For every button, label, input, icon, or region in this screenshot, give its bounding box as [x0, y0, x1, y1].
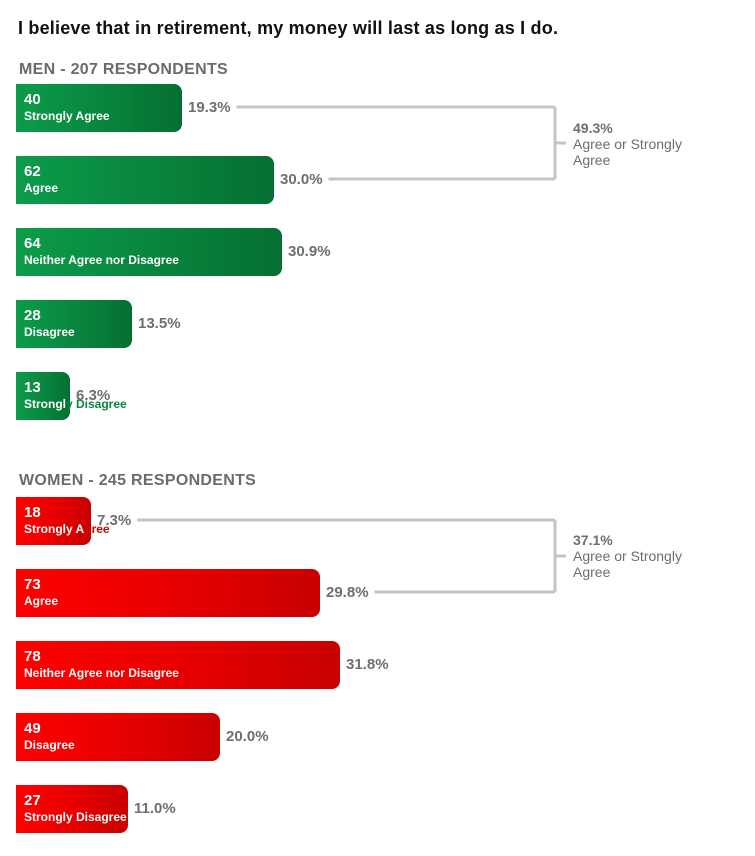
bar-count: 40: [24, 91, 41, 108]
pct-women-strongly-disagree: 11.0%: [134, 800, 176, 817]
bar-label: Strongly Disagree: [24, 397, 127, 411]
bar-count: 49: [24, 720, 41, 737]
bar-count: 27: [24, 792, 41, 809]
bar-women-strongly-agree: 18 Strongly Agree: [16, 497, 110, 545]
bar-label: Agree: [24, 181, 59, 195]
bar-men-strongly-agree: 40 Strongly Agree: [16, 84, 182, 132]
bar-label: Strongly Disagree: [24, 810, 127, 824]
bracket-text-women: Agree or Strongly Agree: [573, 548, 682, 580]
bar-label: Neither Agree nor Disagree: [24, 666, 179, 680]
pct-men-neither: 30.9%: [288, 243, 331, 260]
bar-women-disagree: 49 Disagree: [16, 713, 220, 761]
pct-men-disagree: 13.5%: [138, 315, 181, 332]
pct-women-disagree: 20.0%: [226, 728, 269, 745]
bar-count: 78: [24, 648, 41, 665]
pct-men-agree: 30.0%: [280, 171, 323, 188]
bar-women-agree: 73 Agree: [16, 569, 320, 617]
pct-women-agree: 29.8%: [326, 584, 369, 601]
pct-men-strongly-agree: 19.3%: [188, 99, 231, 116]
bar-count: 18: [24, 504, 41, 521]
bar-label: Strongly Agree: [24, 522, 110, 536]
pct-women-neither: 31.8%: [346, 656, 389, 673]
bracket-label-women: 37.1% Agree or Strongly Agree: [573, 532, 713, 580]
bar-label: Disagree: [24, 738, 75, 752]
bar-women-neither: 78 Neither Agree nor Disagree: [16, 641, 340, 689]
bracket-pct-women: 37.1%: [573, 532, 613, 548]
group-title-women: WOMEN - 245 RESPONDENTS: [19, 472, 257, 489]
bracket-pct-men: 49.3%: [573, 120, 613, 136]
bar-men-agree: 62 Agree: [16, 156, 274, 204]
bar-count: 62: [24, 163, 41, 180]
pct-women-strongly-agree: 7.3%: [97, 512, 132, 529]
chart-title: I believe that in retirement, my money w…: [18, 18, 559, 38]
bar-count: 28: [24, 307, 41, 324]
bracket-text-men: Agree or Strongly Agree: [573, 136, 682, 168]
bar-label: Neither Agree nor Disagree: [24, 253, 179, 267]
bar-label: Disagree: [24, 325, 75, 339]
bar-label: Agree: [24, 594, 59, 608]
bracket-label-men: 49.3% Agree or Strongly Agree: [573, 120, 713, 168]
bar-count: 73: [24, 576, 41, 593]
bar-men-neither: 64 Neither Agree nor Disagree: [16, 228, 282, 276]
bar-men-disagree: 28 Disagree: [16, 300, 132, 348]
bar-count: 64: [24, 235, 41, 252]
bar-label: Strongly Agree: [24, 109, 110, 123]
bar-men-strongly-disagree: 13 Strongly Disagree: [16, 372, 127, 420]
bar-women-strongly-disagree: 27 Strongly Disagree: [16, 785, 128, 833]
group-title-men: MEN - 207 RESPONDENTS: [19, 61, 229, 78]
bar-count: 13: [24, 379, 41, 396]
pct-men-strongly-disagree: 6.3%: [76, 387, 111, 404]
